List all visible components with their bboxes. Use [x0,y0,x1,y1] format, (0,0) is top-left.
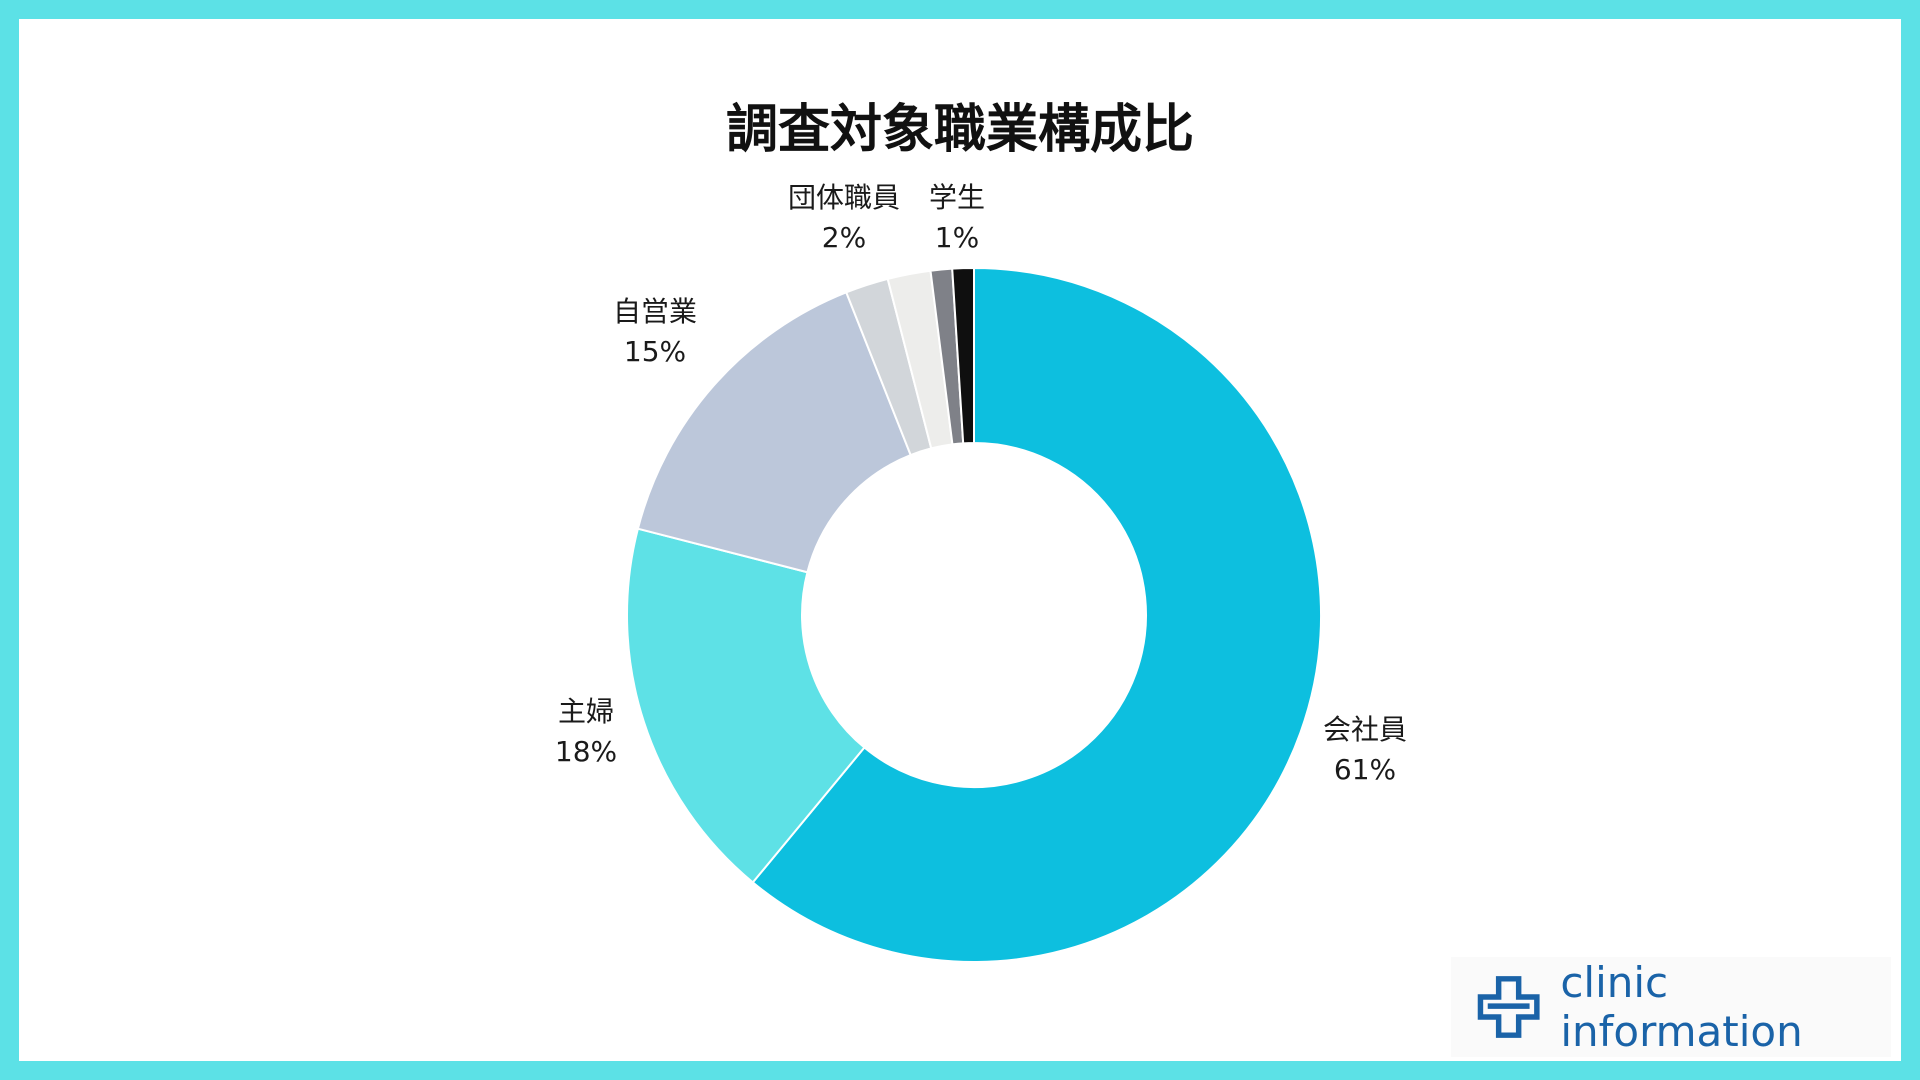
slice-6 [951,266,975,445]
chart-title: 調査対象職業構成比 [725,100,1194,160]
slice-percent-0: 61% [1334,753,1396,786]
donut-chart: 会社員 61% 主婦 18% 自営業 15% 団体職員 2% 学生 1% [555,181,1407,963]
slice-percent-2: 15% [624,335,686,368]
slice-label-0: 会社員 [1323,713,1407,746]
chart-card: 調査対象職業構成比 会社員 61% 主婦 18% 自営業 15% 団体職員 2% 学生 1% cl… [19,19,1901,1061]
slices-group [626,266,1322,963]
labels-group: 会社員 61% 主婦 18% 自営業 15% 団体職員 2% 学生 1% [555,181,1407,786]
slice-0 [751,266,1322,963]
slice-2 [636,291,912,574]
slice-percent-1: 18% [555,735,617,768]
logo-text: clinic information [1560,958,1803,1056]
slice-percent-4: 2% [822,221,866,254]
medical-cross-icon [1477,976,1540,1038]
slice-1 [626,527,866,884]
slice-label-6: 学生 [929,181,985,214]
slice-label-2: 自営業 [613,295,697,328]
slice-percent-6: 1% [935,221,979,254]
brand-logo: clinic information [1451,957,1891,1057]
slice-label-4: 団体職員 [788,181,900,214]
slice-label-1: 主婦 [558,695,614,728]
